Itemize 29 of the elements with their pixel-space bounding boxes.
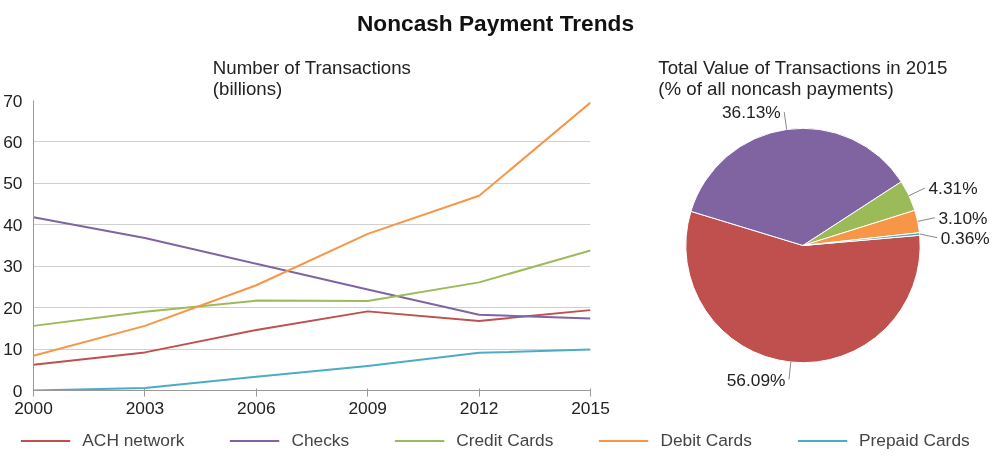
x-tick-label: 2012: [459, 397, 499, 418]
data-label: 3.10%: [938, 207, 988, 228]
data-label: 4.31%: [928, 178, 978, 199]
y-tick-label: 30: [3, 256, 23, 277]
chart-title: Total Value of Transactions in 2015 (% of all noncash payments): [658, 56, 948, 99]
line-series: [33, 309, 591, 366]
y-tick-label: 70: [3, 90, 23, 111]
legend-label: Debit Cards: [660, 429, 752, 451]
legend-label: Checks: [291, 429, 350, 451]
y-tick-label: 50: [3, 173, 23, 194]
data-label: 36.13%: [721, 102, 781, 123]
line-series: [33, 101, 591, 357]
chart-title: Noncash Payment Trends: [357, 9, 634, 36]
data-label: 0.36%: [940, 227, 990, 248]
x-tick-label: 2006: [237, 397, 276, 418]
x-tick-label: 2009: [348, 397, 387, 418]
legend-label: ACH network: [82, 429, 185, 451]
chart-subtitle: Number of Transactions (billions): [212, 56, 411, 99]
line-series: [33, 216, 591, 320]
line-series: [33, 249, 591, 327]
y-tick-label: 20: [3, 297, 23, 318]
data-label: 56.09%: [726, 369, 786, 390]
x-tick-label: 2015: [571, 397, 610, 418]
y-tick-label: 10: [3, 339, 23, 360]
legend-label: Prepaid Cards: [858, 429, 970, 451]
y-tick-label: 40: [3, 214, 23, 235]
y-tick-label: 60: [3, 131, 23, 152]
x-tick-label: 2003: [125, 397, 165, 418]
legend-label: Credit Cards: [456, 429, 554, 451]
